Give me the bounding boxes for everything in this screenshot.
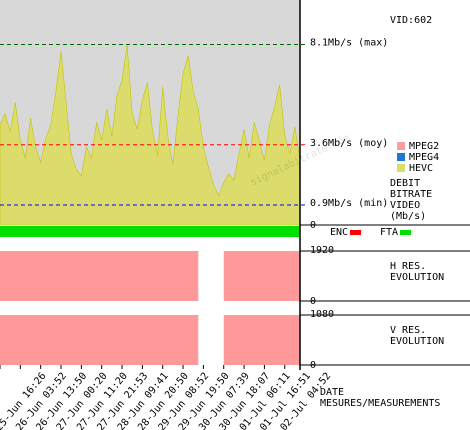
status-legend-label: FTA: [380, 227, 398, 238]
legend-label: HEVC: [409, 163, 433, 174]
reference-label: 0.9Mb/s (min): [310, 198, 388, 209]
y-tick-label: 0: [310, 296, 316, 307]
y-axis-label: DEBIT: [390, 178, 420, 189]
area: [0, 251, 199, 301]
y-axis-label: (Mb/s): [390, 211, 426, 222]
legend-label: MPEG2: [409, 141, 439, 152]
y-axis-label: EVOLUTION: [390, 272, 444, 283]
x-axis-label: MESURES/MEASUREMENTS: [320, 398, 440, 409]
x-axis-label: DATE: [320, 387, 344, 398]
y-tick-label: 1080: [310, 309, 334, 320]
y-axis-label: H RES.: [390, 261, 426, 272]
status-legend-swatch: [400, 230, 411, 235]
area: [223, 315, 300, 365]
legend-swatch: [397, 142, 405, 150]
area: [0, 315, 199, 365]
y-axis-label: VIDEO: [390, 200, 420, 211]
chart-title: VID:602: [390, 15, 432, 26]
legend-swatch: [397, 153, 405, 161]
reference-label: 8.1Mb/s (max): [310, 38, 388, 49]
y-axis-label: V RES.: [390, 325, 426, 336]
y-tick-label: 0: [310, 360, 316, 371]
y-tick-label: 0: [310, 220, 316, 231]
y-axis-label: EVOLUTION: [390, 336, 444, 347]
reference-label: 3.6Mb/s (moy): [310, 138, 388, 149]
status-legend-label: ENC: [330, 227, 348, 238]
legend-swatch: [397, 164, 405, 172]
area: [223, 251, 300, 301]
y-tick-label: 1920: [310, 245, 334, 256]
legend-label: MPEG4: [409, 152, 439, 163]
status-legend-swatch: [350, 230, 361, 235]
y-axis-label: BITRATE: [390, 189, 432, 200]
status-bar: [0, 226, 300, 237]
area: [0, 44, 301, 226]
